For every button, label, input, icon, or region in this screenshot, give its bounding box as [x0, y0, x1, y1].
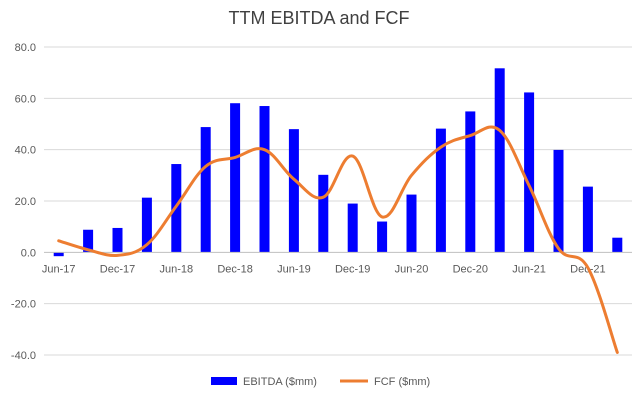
x-tick-label: Dec-20 — [453, 263, 488, 275]
ebitda-bar — [318, 174, 329, 253]
y-axis-ticks: 80.0 60.0 40.0 20.0 0.0 -20.0 -40.0 — [11, 42, 36, 362]
ebitda-bar — [288, 129, 299, 253]
x-tick-label: Dec-17 — [100, 263, 135, 275]
ebitda-bar — [377, 221, 388, 253]
fcf-line-layer — [57, 125, 619, 354]
ebitda-bars — [53, 68, 623, 257]
ebitda-bar — [259, 106, 270, 253]
x-tick-label: Jun-18 — [159, 263, 193, 275]
ebitda-bar — [435, 128, 446, 253]
y-tick-label: 40.0 — [15, 145, 36, 157]
y-tick-label: 20.0 — [15, 196, 36, 208]
ebitda-bar — [112, 227, 123, 253]
x-tick-label: Dec-18 — [217, 263, 252, 275]
ebitda-bar — [141, 197, 152, 253]
ebitda-bar — [582, 186, 593, 253]
x-tick-label: Jun-19 — [277, 263, 311, 275]
legend-ebitda-swatch — [211, 377, 237, 385]
ebitda-bar — [406, 194, 417, 253]
ebitda-bar — [553, 149, 564, 253]
x-tick-label: Jun-21 — [512, 263, 546, 275]
ebitda-bar — [83, 229, 94, 253]
chart-title: TTM EBITDA and FCF — [228, 8, 409, 28]
y-tick-label: 60.0 — [15, 93, 36, 105]
x-tick-label: Dec-19 — [335, 263, 370, 275]
ebitda-bar — [347, 203, 358, 253]
fcf-line — [57, 125, 619, 354]
ebitda-bar — [53, 252, 64, 257]
x-tick-label: Jun-17 — [42, 263, 76, 275]
legend-fcf-label: FCF ($mm) — [374, 376, 430, 388]
ebitda-bar — [494, 68, 505, 253]
gridlines — [44, 46, 632, 356]
y-tick-label: -40.0 — [11, 350, 36, 362]
y-tick-label: 80.0 — [15, 42, 36, 54]
ebitda-bar — [524, 92, 535, 253]
x-tick-label: Jun-20 — [395, 263, 429, 275]
y-tick-label: -20.0 — [11, 299, 36, 311]
legend-ebitda-label: EBITDA ($mm) — [243, 376, 317, 388]
ebitda-bar — [612, 237, 623, 253]
ebitda-bar — [200, 127, 211, 253]
x-axis-ticks: Jun-17 Dec-17 Jun-18 Dec-18 Jun-19 Dec-19 Jun-… — [42, 263, 606, 275]
ebitda-bar — [465, 111, 476, 253]
y-tick-label: 0.0 — [21, 247, 36, 259]
legend: EBITDA ($mm) FCF ($mm) — [211, 376, 430, 388]
ebitda-bar — [230, 103, 241, 253]
